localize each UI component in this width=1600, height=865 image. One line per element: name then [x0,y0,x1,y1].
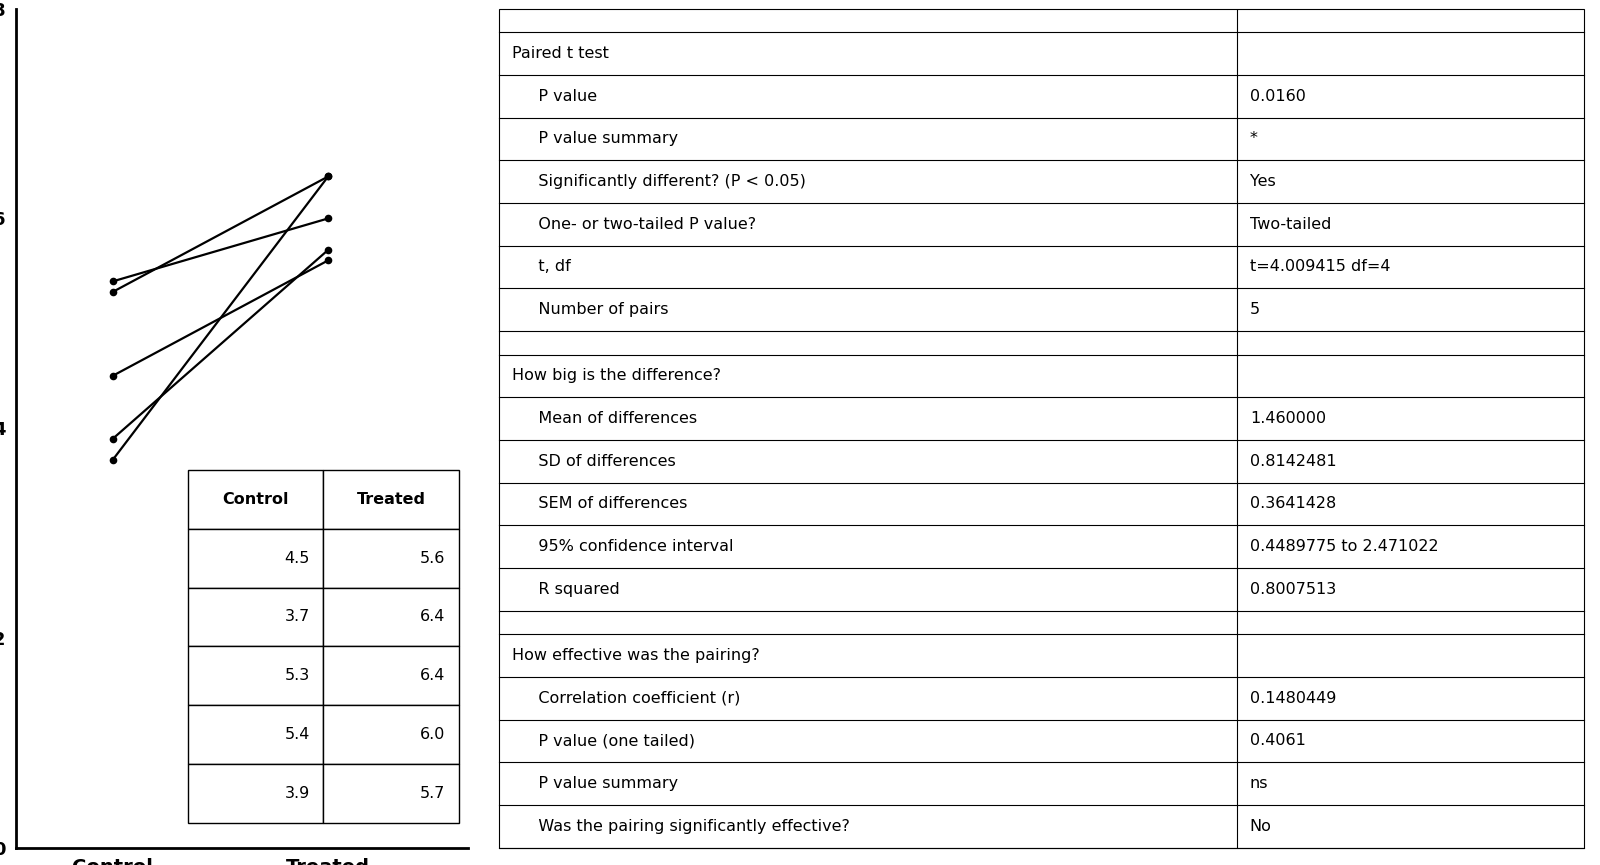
Text: Correlation coefficient (r): Correlation coefficient (r) [523,691,741,706]
Text: Two-tailed: Two-tailed [1250,217,1331,232]
Text: 95% confidence interval: 95% confidence interval [523,539,733,554]
Text: One- or two-tailed P value?: One- or two-tailed P value? [523,217,755,232]
Text: *: * [1250,131,1258,146]
Text: SEM of differences: SEM of differences [523,497,686,511]
Text: R squared: R squared [523,582,619,597]
Text: SD of differences: SD of differences [523,454,675,469]
Text: Yes: Yes [1250,174,1275,189]
Text: 0.8007513: 0.8007513 [1250,582,1336,597]
Text: 1.460000: 1.460000 [1250,411,1326,426]
Text: 5: 5 [1250,302,1259,317]
Text: t=4.009415 df=4: t=4.009415 df=4 [1250,260,1390,274]
Text: 0.0160: 0.0160 [1250,89,1306,104]
Text: How big is the difference?: How big is the difference? [512,368,722,383]
Text: Significantly different? (P < 0.05): Significantly different? (P < 0.05) [523,174,806,189]
Text: P value: P value [523,89,597,104]
Text: ns: ns [1250,776,1269,791]
Text: t, df: t, df [523,260,571,274]
Text: 0.4061: 0.4061 [1250,734,1306,748]
Text: 0.3641428: 0.3641428 [1250,497,1336,511]
Text: 0.8142481: 0.8142481 [1250,454,1336,469]
Text: P value summary: P value summary [523,776,678,791]
Text: 0.4489775 to 2.471022: 0.4489775 to 2.471022 [1250,539,1438,554]
Text: P value summary: P value summary [523,131,678,146]
Text: Mean of differences: Mean of differences [523,411,698,426]
Text: Was the pairing significantly effective?: Was the pairing significantly effective? [523,819,850,834]
Text: Number of pairs: Number of pairs [523,302,669,317]
Text: No: No [1250,819,1272,834]
Text: 0.1480449: 0.1480449 [1250,691,1336,706]
Text: Paired t test: Paired t test [512,46,608,61]
Text: P value (one tailed): P value (one tailed) [523,734,694,748]
Text: How effective was the pairing?: How effective was the pairing? [512,648,760,663]
